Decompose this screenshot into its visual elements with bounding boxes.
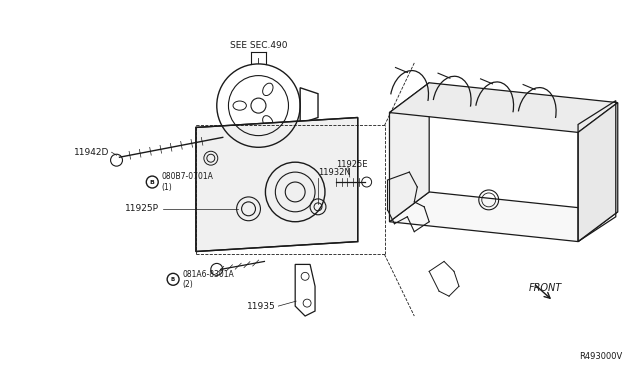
Polygon shape [578, 103, 618, 241]
Text: B: B [150, 180, 155, 185]
Text: 11925P: 11925P [125, 204, 159, 213]
Polygon shape [390, 83, 429, 222]
Polygon shape [196, 118, 358, 251]
Text: B: B [171, 277, 175, 282]
Text: 080B7-0701A
(1): 080B7-0701A (1) [161, 172, 213, 192]
Text: R493000V: R493000V [579, 352, 623, 361]
Text: 11932N: 11932N [318, 168, 351, 177]
Text: 11925E: 11925E [336, 160, 367, 169]
Text: SEE SEC.490: SEE SEC.490 [230, 41, 287, 50]
Text: 11942D: 11942D [74, 148, 109, 157]
Text: 081A6-8301A
(2): 081A6-8301A (2) [182, 270, 234, 289]
Polygon shape [390, 192, 618, 241]
Text: 11935: 11935 [246, 302, 275, 311]
Text: FRONT: FRONT [529, 283, 562, 293]
Polygon shape [390, 83, 618, 132]
